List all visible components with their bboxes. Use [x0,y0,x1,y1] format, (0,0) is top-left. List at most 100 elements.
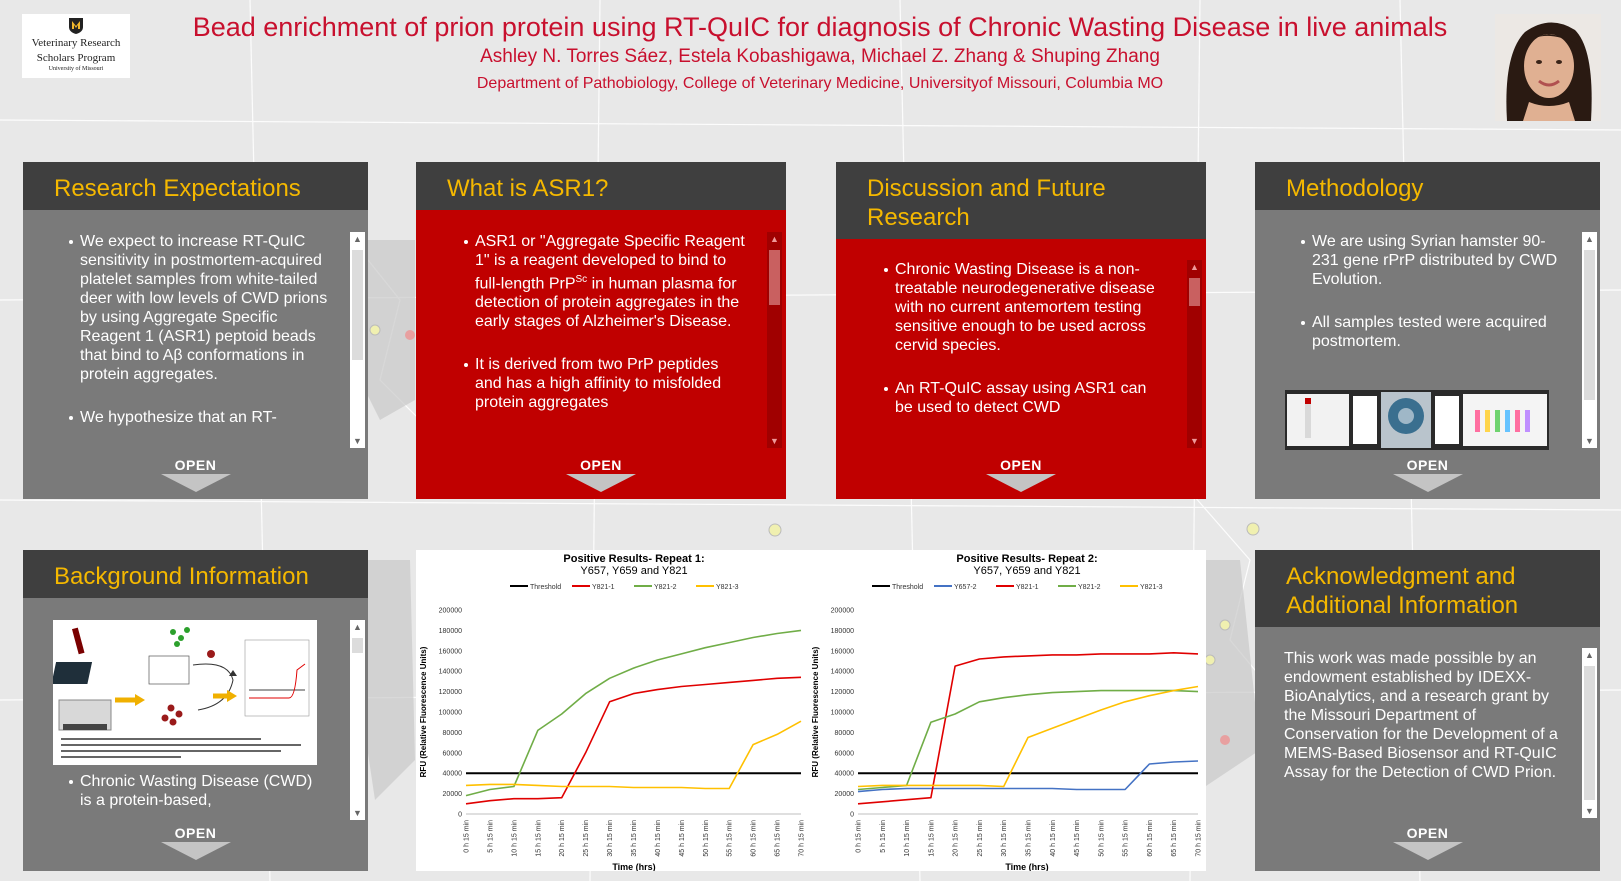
y-tick-label: 100000 [831,710,854,717]
vrsp-logo: Veterinary Research Scholars Program Uni… [22,14,130,78]
x-tick-label: 30 h 15 min [607,820,614,857]
panel-scrollbar[interactable]: ▲ ▼ [767,232,782,448]
panel-acknowledgment-body: This work was made possible by an endowm… [1255,649,1600,821]
legend-label: Y821-3 [1140,584,1163,591]
scroll-up-icon[interactable]: ▲ [353,622,362,632]
open-label: OPEN [1406,825,1449,841]
legend-label: Y821-1 [1016,584,1039,591]
open-button[interactable]: OPEN [1255,457,1600,492]
legend-label: Y821-1 [592,584,615,591]
scroll-thumb[interactable] [1584,666,1595,800]
y-tick-label: 80000 [835,730,855,737]
x-tick-label: 25 h 15 min [977,820,984,857]
y-tick-label: 0 [850,812,854,819]
list-item: It is derived from two PrP peptides and … [462,355,746,412]
scroll-down-icon[interactable]: ▼ [353,808,362,818]
panel-research-expectations: Research Expectations We expect to incre… [23,162,368,499]
y-tick-label: 0 [458,812,462,819]
scroll-up-icon[interactable]: ▲ [770,234,779,244]
chevron-down-icon [566,474,636,492]
author-photo [1495,14,1601,121]
x-tick-label: 30 h 15 min [1001,820,1008,857]
scroll-thumb[interactable] [769,250,780,305]
chevron-down-icon [160,842,231,860]
scroll-up-icon[interactable]: ▲ [1585,234,1594,244]
x-tick-label: 10 h 15 min [511,820,518,857]
panel-background-body: Chronic Wasting Disease (CWD) is a prote… [23,772,368,816]
x-tick-label: 65 h 15 min [775,820,782,857]
panel-what-is-asr1: What is ASR1? ASR1 or "Aggregate Specifi… [416,162,786,499]
list-item: We are using Syrian hamster 90-231 gene … [1299,232,1560,289]
y-tick-label: 40000 [443,771,463,778]
scroll-down-icon[interactable]: ▼ [1585,806,1594,816]
x-tick-label: 35 h 15 min [631,820,638,857]
scroll-down-icon[interactable]: ▼ [1585,436,1594,446]
list-item: ASR1 or "Aggregate Specific Reagent 1" i… [462,232,746,331]
scroll-up-icon[interactable]: ▲ [1190,262,1199,272]
scroll-down-icon[interactable]: ▼ [353,436,362,446]
x-tick-label: 50 h 15 min [1098,820,1105,857]
series-line-y821-3 [465,720,802,790]
panel-scrollbar[interactable]: ▲ ▼ [1582,232,1597,448]
poster-department: Department of Pathobiology, College of V… [476,75,1164,92]
x-tick-label: 60 h 15 min [751,820,758,857]
x-tick-label: 70 h 15 min [799,820,806,857]
series-line-y821-2 [857,689,1199,791]
logo-line3: University of Missouri [48,66,104,72]
logo-line1: Veterinary Research [31,37,121,49]
scroll-thumb[interactable] [352,250,363,360]
open-button[interactable]: OPEN [1255,825,1600,860]
scroll-down-icon[interactable]: ▼ [1190,436,1199,446]
x-tick-label: 5 h 15 min [880,820,887,853]
panel-title: Acknowledgment and Additional Informatio… [1255,550,1600,627]
x-tick-label: 0 h 15 min [464,820,471,853]
y-tick-label: 140000 [831,669,854,676]
y-tick-label: 180000 [831,628,854,635]
panel-scrollbar[interactable]: ▲ ▼ [350,620,365,820]
panel-scrollbar[interactable]: ▲ ▼ [350,232,365,448]
legend-label: Threshold [530,584,561,591]
scroll-up-icon[interactable]: ▲ [353,234,362,244]
panel-methodology: Methodology We are using Syrian hamster … [1255,162,1600,499]
chevron-down-icon [1392,842,1463,860]
scroll-thumb[interactable] [1584,250,1595,400]
y-tick-label: 20000 [835,791,855,798]
x-tick-label: 0 h 15 min [856,820,863,853]
x-tick-label: 65 h 15 min [1171,820,1178,857]
x-tick-label: 20 h 15 min [953,820,960,857]
x-axis-title: Time (hrs) [612,862,655,871]
panel-discussion-body: Chronic Wasting Disease is a non-treatab… [836,260,1206,454]
open-button[interactable]: OPEN [23,825,368,860]
panel-scrollbar[interactable]: ▲ ▼ [1187,260,1202,448]
legend-label: Y821-2 [1078,584,1101,591]
scroll-up-icon[interactable]: ▲ [1585,650,1594,660]
open-label: OPEN [174,825,217,841]
x-tick-label: 10 h 15 min [904,820,911,857]
y-tick-label: 100000 [439,710,462,717]
x-tick-label: 35 h 15 min [1026,820,1033,857]
series-line-y821-3 [857,685,1199,788]
panel-asr1-body: ASR1 or "Aggregate Specific Reagent 1" i… [416,232,786,454]
open-button[interactable]: OPEN [836,457,1206,492]
scroll-thumb[interactable] [1189,278,1200,306]
list-item: Chronic Wasting Disease is a non-treatab… [882,260,1166,355]
open-button[interactable]: OPEN [23,457,368,492]
portrait-image [1495,14,1601,121]
x-tick-label: 15 h 15 min [535,820,542,857]
legend-label: Y821-3 [716,584,739,591]
x-tick-label: 40 h 15 min [1050,820,1057,857]
scroll-down-icon[interactable]: ▼ [770,436,779,446]
panel-scrollbar[interactable]: ▲ ▼ [1582,648,1597,818]
x-tick-label: 40 h 15 min [655,820,662,857]
methodology-figure [1285,390,1549,450]
x-tick-label: 55 h 15 min [1123,820,1130,857]
legend-label: Threshold [892,584,923,591]
y-axis-title: RFU (Relative Fluorescence Units) [811,646,820,777]
panel-methodology-body: We are using Syrian hamster 90-231 gene … [1255,232,1600,382]
open-label: OPEN [1406,457,1449,473]
scroll-thumb[interactable] [352,638,363,653]
open-button[interactable]: OPEN [416,457,786,492]
panel-background: Background Information Chronic Wasting D… [23,550,368,871]
chart-subtitle: Y657, Y659 and Y821 [580,565,687,577]
open-label: OPEN [1000,457,1042,473]
